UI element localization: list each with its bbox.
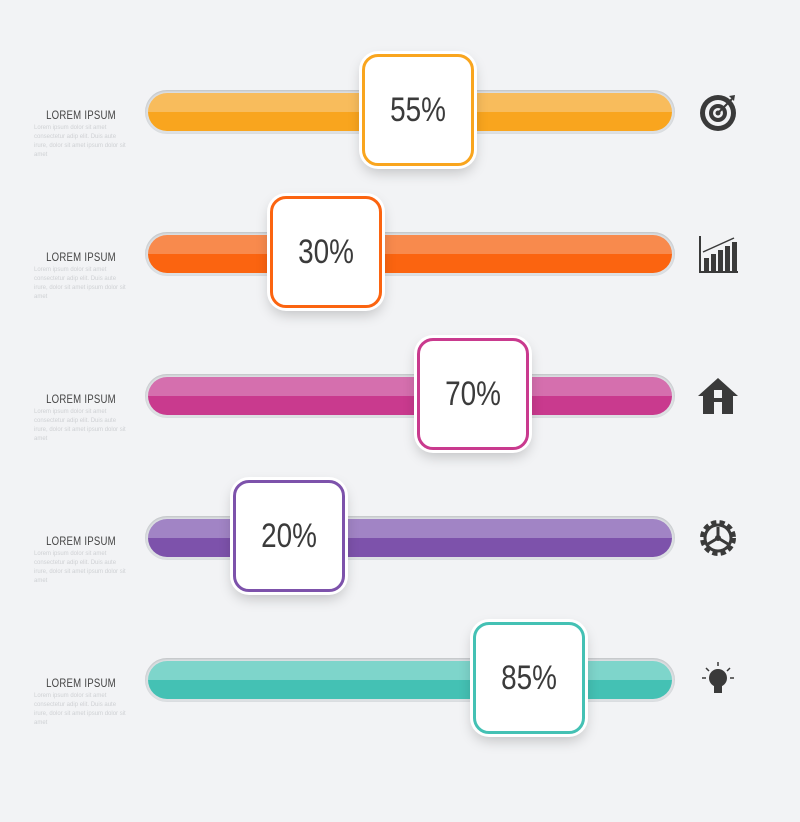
row-title: LOREM IPSUM bbox=[46, 676, 116, 690]
slider-row: LOREM IPSUM Lorem ipsum dolor sit amet c… bbox=[0, 196, 800, 396]
slider-row: LOREM IPSUM Lorem ipsum dolor sit amet c… bbox=[0, 622, 800, 822]
slider-handle[interactable]: 70% bbox=[417, 338, 530, 450]
slider-fill bbox=[148, 377, 672, 415]
row-description: Lorem ipsum dolor sit amet consectetur a… bbox=[34, 551, 126, 584]
percent-value: 20% bbox=[260, 516, 317, 555]
slider-handle[interactable]: 85% bbox=[472, 622, 585, 734]
percent-value: 70% bbox=[445, 374, 502, 413]
lightbulb-icon bbox=[698, 660, 738, 700]
slider-fill bbox=[148, 519, 672, 557]
gear-icon bbox=[698, 518, 738, 558]
slider-row: LOREM IPSUM Lorem ipsum dolor sit amet c… bbox=[0, 480, 800, 680]
slider-handle[interactable]: 30% bbox=[269, 196, 382, 308]
slider-handle[interactable]: 20% bbox=[232, 480, 345, 592]
slider-row: LOREM IPSUM Lorem ipsum dolor sit amet c… bbox=[0, 54, 800, 254]
slider-track[interactable] bbox=[145, 658, 675, 702]
percent-value: 85% bbox=[500, 658, 557, 697]
row-title: LOREM IPSUM bbox=[46, 108, 116, 122]
row-title: LOREM IPSUM bbox=[46, 250, 116, 264]
percent-value: 30% bbox=[297, 232, 354, 271]
slider-fill bbox=[148, 235, 672, 273]
row-description: Lorem ipsum dolor sit amet consectetur a… bbox=[34, 693, 126, 726]
row-title: LOREM IPSUM bbox=[46, 534, 116, 548]
slider-handle[interactable]: 55% bbox=[361, 54, 474, 166]
slider-row: LOREM IPSUM Lorem ipsum dolor sit amet c… bbox=[0, 338, 800, 538]
house-icon bbox=[698, 376, 738, 416]
row-title: LOREM IPSUM bbox=[46, 392, 116, 406]
row-description: Lorem ipsum dolor sit amet consectetur a… bbox=[34, 409, 126, 442]
target-icon bbox=[698, 92, 738, 132]
slider-track[interactable] bbox=[145, 232, 675, 276]
bar-chart-icon bbox=[698, 234, 738, 274]
row-description: Lorem ipsum dolor sit amet consectetur a… bbox=[34, 125, 126, 158]
row-description: Lorem ipsum dolor sit amet consectetur a… bbox=[34, 267, 126, 300]
percent-value: 55% bbox=[390, 90, 446, 129]
slider-track[interactable] bbox=[145, 374, 675, 418]
slider-fill bbox=[148, 661, 672, 699]
slider-track[interactable] bbox=[145, 516, 675, 560]
